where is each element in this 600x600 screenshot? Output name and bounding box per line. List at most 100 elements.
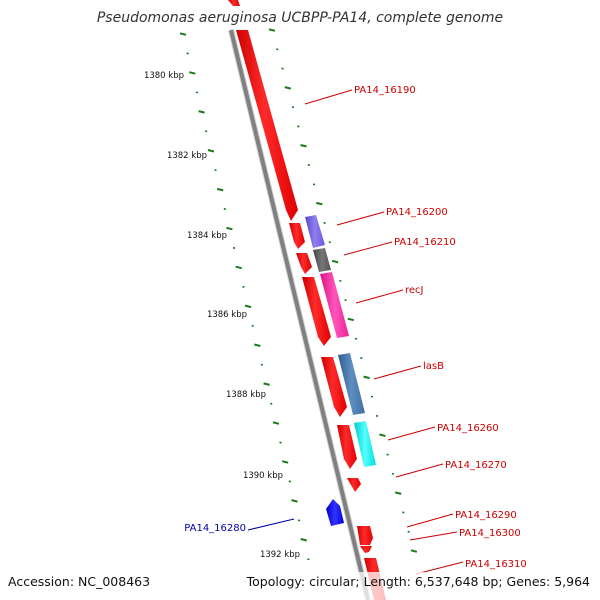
scale-minor-tick bbox=[307, 164, 310, 167]
scale-major-tick bbox=[268, 28, 276, 32]
gene-feature-blue bbox=[326, 499, 344, 526]
scale-major-tick bbox=[244, 304, 252, 309]
gene-annotations: PA14_16190 PA14_16200 PA14_16210 recJ la… bbox=[184, 85, 527, 575]
cds-feature bbox=[347, 478, 361, 492]
gene-label-recj: recJ bbox=[405, 285, 424, 296]
scale-major-tick bbox=[363, 375, 370, 380]
map-title: Pseudomonas aeruginosa UCBPP-PA14, compl… bbox=[97, 10, 503, 26]
scale-major-tick bbox=[316, 201, 323, 206]
scale-minor-tick bbox=[386, 453, 389, 456]
scale-minor-tick bbox=[339, 279, 342, 282]
scale-minor-tick bbox=[195, 91, 199, 94]
leader-line bbox=[406, 513, 454, 528]
gene-label-pa14-16290: PA14_16290 bbox=[455, 510, 517, 521]
cds-feature bbox=[357, 526, 373, 545]
leader-line bbox=[387, 426, 436, 441]
scale-minor-tick bbox=[354, 337, 358, 340]
leader-line bbox=[395, 463, 444, 478]
scale-major-tick bbox=[179, 32, 187, 36]
scale-major-tick bbox=[263, 382, 270, 386]
scale-minor-tick bbox=[279, 441, 282, 444]
gene-label-pa14-16210: PA14_16210 bbox=[394, 237, 456, 248]
scale-major-tick bbox=[410, 549, 418, 553]
scale-major-tick bbox=[300, 144, 307, 148]
scale-label: 1384 kbp bbox=[187, 231, 227, 241]
scale-label: 1388 kbp bbox=[226, 390, 266, 400]
scale-minor-tick bbox=[370, 395, 374, 398]
feature-guide-ticks bbox=[268, 28, 418, 553]
gene-feature-purple bbox=[305, 215, 325, 248]
gene-label-pa14-16260: PA14_16260 bbox=[437, 423, 499, 434]
cds-feature bbox=[289, 223, 305, 249]
scale-major-tick bbox=[331, 259, 339, 264]
scale-label: 1390 kbp bbox=[243, 471, 283, 481]
scale-major-tick bbox=[281, 460, 289, 464]
scale-label: 1382 kbp bbox=[167, 151, 207, 161]
scale-minor-tick bbox=[281, 67, 284, 70]
gene-feature-magenta bbox=[320, 272, 349, 338]
gene-feature-steelblue bbox=[338, 353, 365, 415]
accession-label: Accession: NC_008463 bbox=[8, 574, 150, 589]
gene-label-pa14-16310: PA14_16310 bbox=[465, 559, 527, 570]
scale-label: 1380 kbp bbox=[144, 71, 184, 81]
scale-minor-tick bbox=[402, 511, 405, 514]
genome-summary: Topology: circular; Length: 6,537,648 bp… bbox=[246, 574, 590, 589]
leader-line bbox=[304, 89, 353, 105]
gene-label-pa14-16190: PA14_16190 bbox=[354, 85, 416, 96]
scale-minor-tick bbox=[186, 52, 189, 55]
scale-minor-tick bbox=[323, 221, 326, 224]
scale-minor-tick bbox=[328, 241, 331, 244]
cds-feature bbox=[302, 277, 331, 346]
scale-label: 1392 kbp bbox=[260, 550, 300, 560]
leader-line bbox=[373, 365, 422, 380]
leader-line bbox=[409, 531, 458, 541]
gene-feature-cyan bbox=[354, 421, 376, 467]
scale-minor-tick bbox=[407, 530, 410, 533]
scale-minor-tick bbox=[391, 472, 395, 475]
scale-labels: 1380 kbp 1382 kbp 1384 kbp 1386 kbp 1388… bbox=[144, 71, 300, 560]
genome-backbone bbox=[228, 29, 371, 600]
leader-line bbox=[247, 518, 295, 531]
gene-label-pa14-16280: PA14_16280 bbox=[184, 523, 246, 534]
scale-major-tick bbox=[379, 433, 386, 437]
gene-label-lasb: lasB bbox=[423, 361, 444, 372]
gene-label-pa14-16200: PA14_16200 bbox=[386, 207, 448, 218]
scale-minor-tick bbox=[291, 106, 295, 109]
scale-major-tick bbox=[347, 317, 355, 322]
scale-label: 1386 kbp bbox=[207, 310, 247, 320]
leader-line bbox=[336, 211, 385, 226]
cds-feature bbox=[321, 357, 347, 417]
scale-major-tick bbox=[394, 491, 402, 495]
scale-minor-tick bbox=[360, 357, 363, 360]
scale-major-tick bbox=[291, 499, 298, 503]
gene-label-pa14-16300: PA14_16300 bbox=[459, 528, 521, 539]
scale-minor-tick bbox=[232, 246, 236, 249]
scale-major-tick bbox=[198, 110, 205, 114]
scale-minor-tick bbox=[375, 414, 379, 417]
scale-major-tick bbox=[235, 265, 242, 270]
scale-major-tick bbox=[254, 343, 261, 347]
colored-features bbox=[305, 215, 376, 526]
scale-major-tick bbox=[300, 538, 307, 542]
scale-minor-tick bbox=[205, 130, 208, 133]
scale-minor-tick bbox=[251, 324, 254, 327]
scale-major-tick bbox=[189, 71, 196, 75]
cds-feature bbox=[296, 253, 312, 274]
cds-feature bbox=[236, 30, 298, 221]
cds-feature bbox=[360, 546, 372, 553]
scale-minor-tick bbox=[242, 285, 245, 288]
scale-major-tick bbox=[272, 421, 280, 425]
scale-major-tick bbox=[226, 226, 233, 231]
cds-feature bbox=[228, 0, 240, 6]
scale-minor-tick bbox=[260, 363, 264, 366]
scale-minor-tick bbox=[288, 480, 291, 483]
scale-minor-tick bbox=[276, 48, 279, 51]
footer-backdrop bbox=[0, 572, 600, 600]
scale-minor-tick bbox=[344, 299, 347, 302]
scale-minor-tick bbox=[312, 183, 316, 186]
cds-feature bbox=[337, 425, 357, 469]
leader-line bbox=[343, 241, 393, 256]
scale-major-tick bbox=[207, 149, 215, 153]
scale-minor-tick bbox=[297, 125, 300, 128]
scale-major-tick bbox=[216, 187, 224, 192]
